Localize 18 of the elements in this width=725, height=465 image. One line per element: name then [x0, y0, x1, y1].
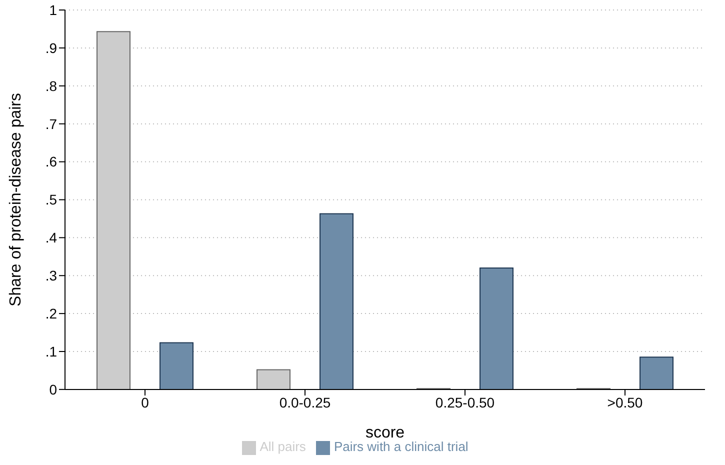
x-tick-label: 0.0-0.25	[279, 394, 331, 410]
y-tick-label: .6	[45, 154, 58, 170]
x-tick-label: >0.50	[607, 394, 643, 410]
y-tick-label: 1	[49, 2, 58, 18]
y-axis-title: Share of protein-disease pairs	[8, 92, 25, 306]
x-axis-title: score	[365, 424, 405, 442]
x-tick-label: 0.25-0.50	[435, 394, 495, 410]
y-tick-label: .5	[45, 192, 58, 208]
y-tick-label: .2	[45, 306, 58, 322]
y-tick-label: .1	[45, 343, 58, 360]
legend-label: Pairs with a clinical trial	[334, 439, 468, 454]
y-tick-label: .9	[45, 40, 58, 56]
y-tick-label: .8	[45, 78, 58, 94]
y-tick-label: 0	[49, 381, 58, 398]
y-tick-label: .7	[45, 116, 58, 132]
x-tick-label: 0	[141, 394, 150, 410]
y-tick-label: .4	[45, 230, 58, 246]
y-tick-label: .3	[45, 268, 58, 284]
